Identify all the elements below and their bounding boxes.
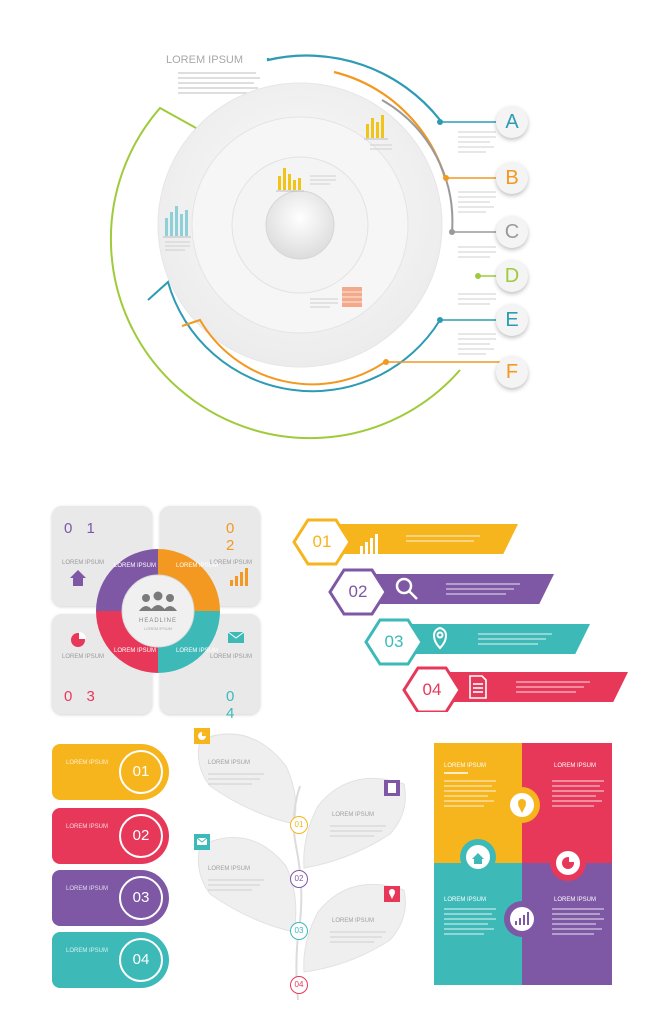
squares-infographic: 0 1 LOREM IPSUM 0 2 LOREM IPSUM 0 3 LORE… — [52, 506, 264, 722]
quadrant-infographic: LOREM IPSUM LOREM IPSUM LOREM IPSUM LORE… — [434, 743, 612, 985]
quadrant-label: LOREM IPSUM — [554, 763, 597, 769]
ribbon-number: 01 — [312, 532, 332, 551]
quadrant-icons — [444, 772, 604, 937]
ring-letter-a: A — [496, 106, 528, 138]
pill-03: LOREM IPSUM 03 — [52, 870, 169, 926]
square-number: 0 2 — [226, 520, 240, 554]
document-icon — [388, 783, 396, 793]
ring-infographic: LOREM IPSUM — [0, 0, 647, 470]
center-subtitle: LOREM IPSUM — [143, 626, 172, 631]
quadrant-label: LOREM IPSUM — [444, 897, 487, 903]
bar-chart-icon — [360, 534, 378, 554]
pill-label: LOREM IPSUM — [66, 760, 109, 766]
home-icon — [70, 570, 86, 586]
ribbon-number: 02 — [348, 582, 368, 601]
location-pin-icon — [518, 799, 526, 813]
quad-label: LOREM IPSUM — [176, 563, 219, 569]
home-icon — [472, 853, 484, 864]
pill-label: LOREM IPSUM — [66, 948, 109, 954]
pie-chart-icon — [562, 856, 575, 869]
ring-letter-c: C — [496, 216, 528, 248]
ring-letter-d: D — [496, 260, 528, 292]
location-pin-icon — [389, 889, 395, 899]
ribbon-number: 03 — [384, 632, 404, 651]
square-label: LOREM IPSUM — [62, 654, 105, 660]
people-icon — [139, 591, 177, 611]
pie-chart-icon — [71, 632, 86, 647]
tree-node: 03 — [290, 922, 308, 940]
tree-node: 02 — [290, 870, 308, 888]
search-icon — [395, 577, 418, 600]
quad-label: LOREM IPSUM — [114, 648, 157, 654]
pill-number: 03 — [119, 876, 163, 920]
ring-letter-b: B — [496, 162, 528, 194]
location-pin-icon — [433, 626, 447, 650]
tree-label: LOREM IPSUM — [208, 866, 251, 872]
square-label: LOREM IPSUM — [210, 654, 253, 660]
square-label: LOREM IPSUM — [210, 560, 253, 566]
tree-label: LOREM IPSUM — [332, 812, 375, 818]
quadrant-label: LOREM IPSUM — [554, 897, 597, 903]
pie-chart-icon — [198, 732, 206, 740]
pill-number: 04 — [119, 938, 163, 982]
ring-letter-f: F — [496, 356, 528, 388]
pills-infographic: LOREM IPSUM 01 LOREM IPSUM 02 LOREM IPSU… — [0, 742, 180, 992]
center-ring — [70, 549, 248, 673]
tree-label: LOREM IPSUM — [332, 918, 375, 924]
quad-label: LOREM IPSUM — [114, 563, 157, 569]
ribbon-number: 04 — [422, 680, 442, 699]
mini-bar-chart-icon — [364, 115, 388, 140]
ring-diagram — [109, 54, 500, 440]
mail-icon — [196, 837, 208, 845]
bar-chart-icon — [230, 568, 248, 586]
ring-title: LOREM IPSUM — [166, 54, 244, 66]
ribbon-01 — [294, 518, 518, 560]
square-label: LOREM IPSUM — [62, 560, 105, 566]
center-title: HEADLINE — [138, 618, 177, 624]
tree-leaves — [194, 728, 406, 1000]
tree-node: 04 — [290, 976, 308, 994]
pill-04: LOREM IPSUM 04 — [52, 932, 169, 988]
ring-title-text-lines — [178, 72, 260, 94]
pill-number: 01 — [119, 750, 163, 794]
pill-01: LOREM IPSUM 01 — [52, 744, 169, 800]
pill-02: LOREM IPSUM 02 — [52, 808, 169, 864]
document-icon — [469, 675, 487, 699]
square-number: 0 1 — [64, 520, 100, 537]
quad-label: LOREM IPSUM — [176, 648, 219, 654]
tree-infographic: LOREM IPSUM LOREM IPSUM LOREM IPSUM LORE… — [190, 726, 420, 1000]
square-number: 0 3 — [64, 688, 100, 705]
ribbon-hexagons — [292, 518, 590, 712]
mail-icon — [227, 631, 245, 643]
ribbons-infographic: 01 02 03 04 — [290, 512, 630, 712]
pill-label: LOREM IPSUM — [66, 886, 109, 892]
quadrant-label: LOREM IPSUM — [444, 763, 487, 769]
tree-node: 01 — [290, 816, 308, 834]
pill-number: 02 — [119, 814, 163, 858]
bar-chart-icon — [515, 912, 529, 925]
pill-label: LOREM IPSUM — [66, 824, 109, 830]
ring-letter-e: E — [496, 304, 528, 336]
square-number: 0 4 — [226, 688, 240, 722]
tree-label: LOREM IPSUM — [208, 760, 251, 766]
